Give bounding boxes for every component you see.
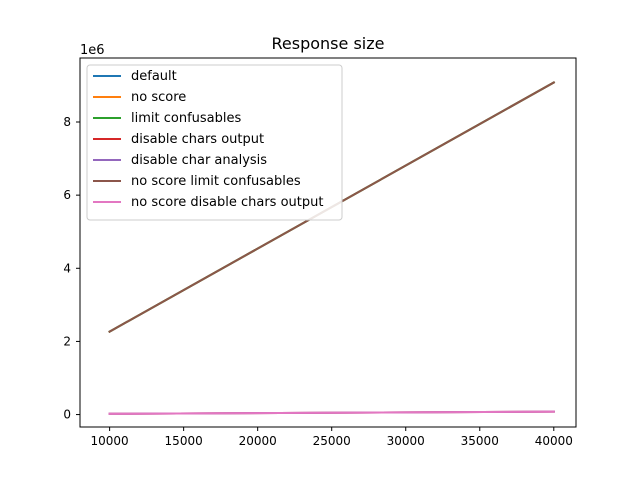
legend-label: disable char analysis [131,153,267,168]
legend-label: no score [131,90,186,105]
legend-label: disable chars output [131,132,264,147]
chart-title: Response size [272,34,385,53]
y-axis: 0 2 4 6 8 [63,115,80,422]
series-line-7 [108,410,555,415]
y-tick-label: 4 [63,261,71,275]
x-tick-label: 35000 [461,434,499,448]
y-tick-label: 8 [63,115,71,129]
legend-label: no score disable chars output [131,195,323,210]
legend-label: no score limit confusables [131,174,301,189]
legend: default no score limit confusables disable … [86,64,343,221]
x-axis: 10000 15000 20000 25000 30000 35000 40000 [91,427,573,448]
y-tick-label: 2 [63,334,71,348]
y-axis-offset-label: 1e6 [80,43,105,58]
y-tick-label: 0 [63,408,71,422]
plot-frame [79,57,577,428]
legend-box [86,64,343,221]
x-tick-label: 20000 [239,434,277,448]
x-tick-label: 15000 [165,434,203,448]
y-tick-label: 6 [63,188,71,202]
x-tick-label: 30000 [387,434,425,448]
x-tick-label: 25000 [313,434,351,448]
legend-label: default [131,69,177,84]
x-tick-label: 10000 [91,434,129,448]
legend-label: limit confusables [131,111,241,126]
x-tick-label: 40000 [535,434,573,448]
